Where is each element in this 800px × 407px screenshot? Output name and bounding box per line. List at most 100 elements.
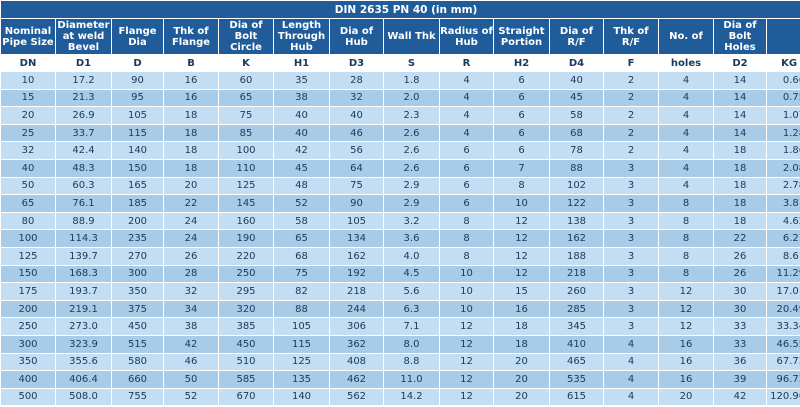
column-header: Dia of Bolt Circle — [218, 18, 274, 55]
table-cell: 8 — [439, 246, 494, 266]
table-cell: 105 — [329, 211, 384, 231]
table-cell: 140 — [273, 387, 330, 407]
table-cell: 350 — [0, 352, 56, 372]
table-cell: 114.3 — [55, 229, 112, 248]
table-cell: 165 — [111, 176, 164, 196]
table-cell: 75 — [329, 176, 384, 196]
table-cell: 12 — [658, 317, 714, 336]
table-cell: 4 — [439, 88, 494, 108]
table-cell: 3 — [603, 282, 659, 301]
table-cell: 80 — [0, 211, 56, 231]
column-symbol: H1 — [273, 54, 330, 72]
table-cell: 150 — [0, 264, 56, 284]
table-cell: 16 — [658, 352, 714, 372]
table-cell: 175 — [0, 282, 56, 301]
table-cell: 10 — [493, 194, 550, 213]
table-cell: 20 — [163, 176, 219, 196]
table-cell: 35 — [273, 71, 330, 90]
table-cell: 65 — [218, 88, 274, 108]
table-cell: 32 — [163, 282, 219, 301]
table-cell: 193.7 — [55, 282, 112, 301]
table-cell: 90 — [329, 194, 384, 213]
column-symbol: DN — [0, 54, 56, 72]
table-cell: 115 — [111, 123, 164, 143]
table-cell: 3 — [603, 211, 659, 231]
table-cell: 200 — [111, 211, 164, 231]
table-cell: 12 — [493, 211, 550, 231]
table-cell: 8.0 — [383, 334, 440, 354]
table-cell: 48 — [273, 176, 330, 196]
table-cell: 6 — [493, 123, 550, 143]
table-cell: 25 — [0, 123, 56, 143]
table-cell: 40 — [329, 106, 384, 125]
table-cell: 306 — [329, 317, 384, 336]
table-cell: 12 — [658, 282, 714, 301]
table-cell: 42 — [713, 387, 767, 407]
table-cell: 585 — [218, 370, 274, 389]
column-header — [765, 18, 800, 55]
column-header: Dia of Bolt Holes — [713, 18, 767, 55]
table-cell: 10 — [439, 264, 494, 284]
table-cell: 67.73 — [765, 352, 800, 372]
table-cell: 219.1 — [55, 299, 112, 319]
table-cell: 32 — [329, 88, 384, 108]
table-cell: 2.6 — [383, 158, 440, 178]
table-cell: 3 — [603, 264, 659, 284]
column-symbol: D — [111, 54, 164, 72]
table-cell: 3 — [603, 317, 659, 336]
table-cell: 42 — [273, 141, 330, 160]
table-cell: 10 — [439, 299, 494, 319]
table-cell: 200 — [0, 299, 56, 319]
table-cell: 2 — [603, 71, 659, 90]
table-cell: 350 — [111, 282, 164, 301]
table-cell: 162 — [549, 229, 604, 248]
table-cell: 12 — [493, 229, 550, 248]
column-header: Nominal Pipe Size — [0, 18, 56, 55]
table-cell: 8 — [658, 229, 714, 248]
table-cell: 3 — [603, 246, 659, 266]
table-cell: 400 — [0, 370, 56, 389]
column-symbol: D2 — [713, 54, 767, 72]
table-cell: 50 — [0, 176, 56, 196]
table-cell: 46 — [329, 123, 384, 143]
table-cell: 14 — [713, 88, 767, 108]
table-cell: 273.0 — [55, 317, 112, 336]
table-cell: 7.1 — [383, 317, 440, 336]
table-row: 175 193.7 350 32 295 82 218 5.6 10 15 260 3 12 30 17.0… — [0, 282, 800, 301]
table-cell: 18 — [713, 176, 767, 196]
table-cell: 125 — [273, 352, 330, 372]
table-cell: 500 — [0, 387, 56, 407]
table-cell: 6 — [493, 141, 550, 160]
column-header: Flange Dia — [111, 18, 164, 55]
table-cell: 40 — [273, 106, 330, 125]
table-cell: 12 — [439, 317, 494, 336]
table-cell: 16 — [163, 88, 219, 108]
table-cell: 18 — [493, 334, 550, 354]
table-cell: 188 — [549, 246, 604, 266]
table-cell: 14 — [713, 123, 767, 143]
table-cell: 4 — [658, 123, 714, 143]
table-cell: 17.2 — [55, 71, 112, 90]
table-cell: 535 — [549, 370, 604, 389]
table-cell: 7 — [493, 158, 550, 178]
table-cell: 15 — [493, 282, 550, 301]
table-cell: 2 — [603, 141, 659, 160]
table-cell: 4 — [603, 334, 659, 354]
table-cell: 16 — [163, 71, 219, 90]
column-header: Dia of R/F — [549, 18, 604, 55]
table-cell: 12 — [493, 246, 550, 266]
table-cell: 2.6 — [383, 123, 440, 143]
table-row: 350 355.6 580 46 510 125 408 8.8 12 20 465 4 16 36 67.… — [0, 352, 800, 372]
table-cell: 58 — [273, 211, 330, 231]
table-cell: 300 — [0, 334, 56, 354]
table-cell: 4.0 — [383, 246, 440, 266]
table-cell: 615 — [549, 387, 604, 407]
table-cell: 4 — [658, 141, 714, 160]
table-cell: 192 — [329, 264, 384, 284]
table-cell: 40 — [549, 71, 604, 90]
table-cell: 2 — [603, 106, 659, 125]
column-symbol: K — [218, 54, 274, 72]
